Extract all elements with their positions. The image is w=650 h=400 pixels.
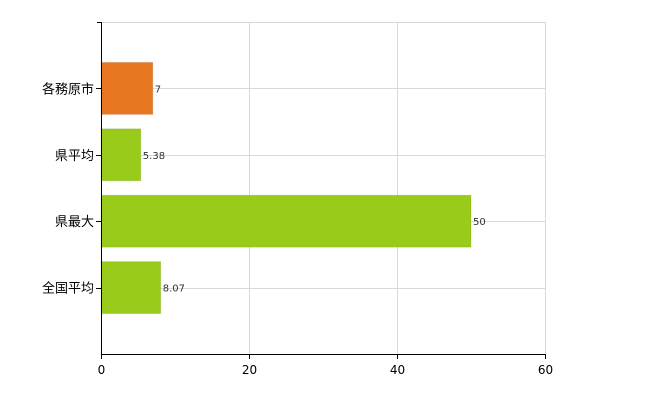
x-tick-label: 40	[390, 363, 405, 377]
x-tick-label: 60	[538, 363, 553, 377]
category-label: 県平均	[55, 149, 94, 164]
x-tick-label: 0	[98, 363, 106, 377]
category-label: 全国平均	[42, 281, 94, 297]
axes	[96, 22, 546, 359]
data-label: 5.38	[143, 151, 165, 162]
bar-1	[100, 128, 142, 182]
data-label: 50	[473, 217, 486, 228]
x-tick-label: 20	[242, 363, 257, 377]
data-label: 8.07	[163, 284, 185, 295]
bar-2	[100, 194, 472, 248]
data-label: 7	[155, 84, 161, 95]
bar-3	[100, 261, 162, 315]
bars	[100, 61, 472, 315]
labels: 7 各務原市 5.38 県平均 50 県最大 8.07 全国平均 0 20 40 60	[42, 81, 553, 377]
grid-lines	[101, 22, 546, 354]
bar-0	[100, 61, 154, 115]
category-label: 県最大	[55, 215, 94, 230]
category-label: 各務原市	[42, 81, 94, 97]
